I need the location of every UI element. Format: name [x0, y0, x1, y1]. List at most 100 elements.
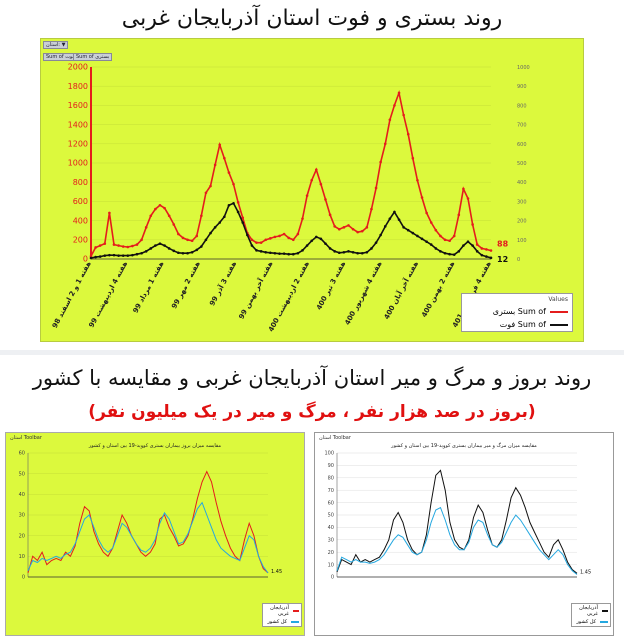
y-tick-label: 80	[328, 475, 334, 481]
data-point	[397, 91, 401, 95]
y-tick-label: 60	[328, 500, 334, 506]
data-point	[383, 225, 387, 228]
data-point	[425, 240, 428, 244]
legend-item-country: کل کشور	[572, 618, 610, 626]
data-point	[236, 210, 240, 214]
data-point	[117, 254, 120, 257]
data-point	[411, 231, 415, 235]
data-point	[140, 238, 143, 242]
y2-tick-label: 700	[517, 123, 527, 129]
data-point	[393, 210, 396, 214]
y-tick-label: 50	[19, 471, 25, 477]
data-point	[443, 238, 447, 242]
data-point	[213, 163, 217, 167]
data-point	[324, 242, 327, 245]
data-point	[209, 184, 212, 188]
data-point	[291, 238, 295, 242]
y2-tick-label: 400	[517, 180, 527, 186]
field-admission-button[interactable]: Sum of بستری	[73, 53, 113, 61]
data-point	[429, 221, 433, 224]
y-tick-label: 1600	[68, 101, 88, 110]
y-tick-label: 200	[73, 235, 88, 244]
data-point	[420, 237, 424, 241]
data-point	[94, 246, 97, 249]
data-point	[301, 249, 304, 252]
filter-province-button[interactable]: استان: ▼	[43, 41, 69, 49]
data-point	[218, 143, 222, 147]
y-tick-label: 2000	[68, 63, 88, 72]
legend-item-province: آذربایجان غربی	[263, 604, 301, 618]
data-point	[466, 240, 470, 244]
data-point	[167, 247, 171, 250]
y2-tick-label: 200	[517, 219, 527, 225]
y-tick-label: 30	[328, 537, 334, 543]
data-point	[324, 198, 327, 201]
legend-item-admission: Sum of بستری	[462, 305, 572, 318]
data-point	[259, 250, 263, 253]
data-point	[370, 207, 373, 211]
y-tick-label: 20	[328, 550, 334, 556]
data-point	[356, 251, 359, 255]
data-point	[213, 226, 217, 229]
data-point	[177, 251, 180, 255]
y-tick-label: 800	[73, 178, 88, 187]
data-point	[370, 247, 373, 250]
data-point	[186, 251, 189, 255]
data-point	[342, 226, 346, 229]
y-tick-label: 60	[19, 451, 25, 457]
data-point	[402, 226, 405, 229]
y2-tick-label: 800	[517, 103, 527, 109]
y-tick-label: 600	[73, 197, 88, 206]
data-point	[471, 223, 474, 226]
x-tick-label: هفته 1 مرداد 99	[132, 260, 166, 314]
data-point	[305, 244, 309, 247]
y-tick-label: 70	[328, 488, 334, 494]
data-point	[121, 254, 125, 257]
data-point	[204, 191, 208, 195]
y-tick-label: 30	[19, 513, 25, 519]
data-point	[131, 244, 134, 248]
data-point	[379, 160, 382, 164]
data-point	[278, 252, 281, 256]
data-point	[333, 225, 336, 228]
x-tick-label: هفته آخر آبان 400	[382, 260, 420, 321]
data-point	[475, 250, 479, 253]
chart-3-toolbar-label: Toolbar استان	[319, 435, 351, 441]
data-point	[103, 242, 107, 245]
data-point	[250, 238, 254, 242]
x-tick-label: هفته 3 تیر 400	[315, 260, 347, 311]
y-tick-label: 100	[324, 451, 334, 457]
data-point	[282, 252, 286, 256]
data-point	[223, 156, 226, 160]
data-point	[485, 255, 488, 258]
data-point	[126, 245, 130, 249]
data-point	[98, 255, 102, 258]
data-point	[278, 234, 281, 238]
data-point	[121, 245, 125, 248]
data-point	[434, 228, 438, 232]
data-point	[291, 252, 295, 256]
data-point	[439, 250, 442, 253]
data-point	[144, 250, 148, 253]
data-point	[310, 239, 313, 243]
data-point	[108, 253, 111, 257]
data-point	[232, 202, 235, 205]
data-point	[135, 243, 139, 246]
data-point	[108, 211, 111, 215]
data-point	[360, 251, 364, 255]
data-point	[347, 250, 350, 253]
data-point	[241, 216, 245, 220]
end-label-death: 12	[497, 255, 508, 264]
chart-2-end-value: 1.45	[271, 569, 282, 575]
data-point	[319, 237, 323, 241]
data-point	[374, 241, 378, 244]
data-point	[144, 226, 148, 229]
data-point	[296, 251, 300, 255]
chart-2-toolbar-label: Toolbar استان	[10, 435, 42, 441]
data-point	[117, 244, 120, 247]
x-tick-label: هفته 2 بهمن 400	[420, 260, 456, 319]
chart-3-svg: مقایسه میزان مرگ و میر بیماران بستری کوو…	[324, 442, 591, 581]
data-point	[443, 251, 447, 255]
chart-2-title: مقایسه میزان بروز بیماران بستری کووید-19…	[88, 443, 222, 449]
x-tick-label: هفته 2 مهر 99	[170, 260, 202, 310]
